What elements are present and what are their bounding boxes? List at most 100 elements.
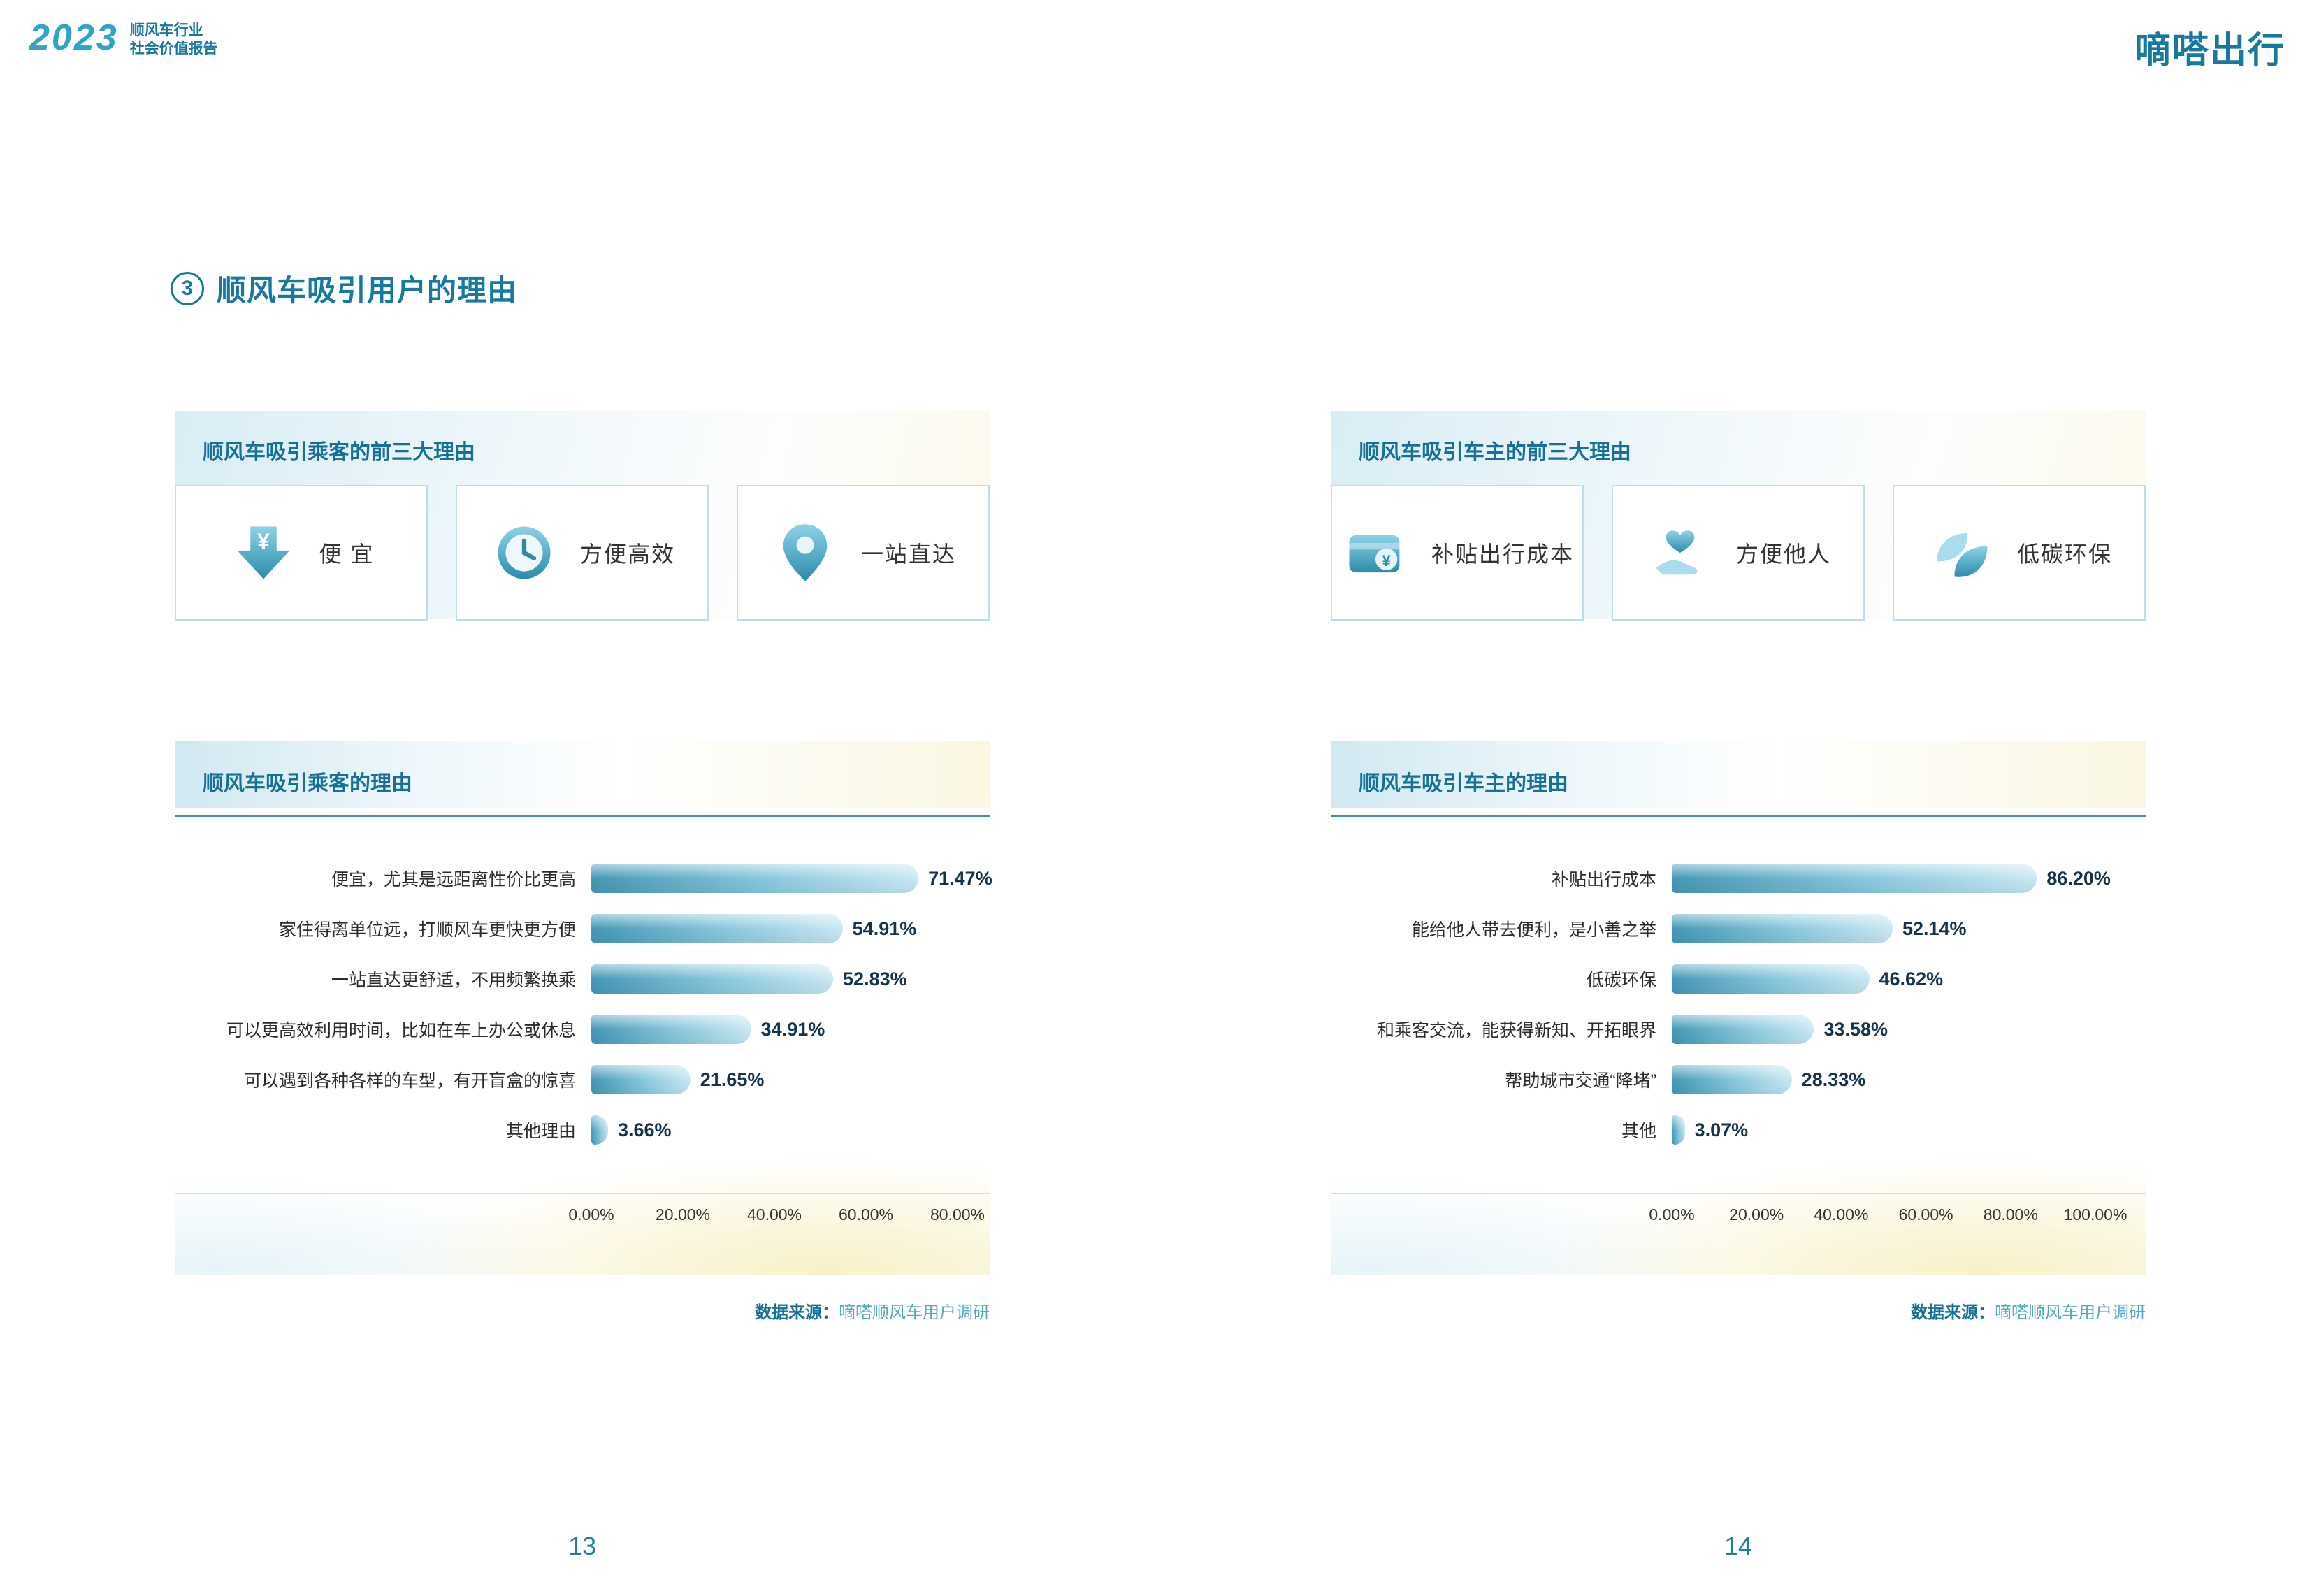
leaf-icon	[1937, 532, 1988, 577]
x-tick: 0.00%	[568, 1205, 614, 1224]
bar-category-label: 家住得离单位远，打顺风车更快更方便	[278, 920, 576, 940]
x-tick: 40.00%	[746, 1205, 802, 1224]
chart-title: 顺风车吸引车主的理由	[1359, 772, 1568, 795]
bar-value-label: 52.14%	[1902, 917, 1967, 939]
data-source: 数据来源：嘀嗒顺风车用户调研	[755, 1298, 990, 1323]
reason-box-efficient: 方便高效	[456, 485, 709, 621]
x-tick: 0.00%	[1649, 1205, 1695, 1224]
section-number-badge: 3	[171, 271, 204, 305]
reason-box-low-carbon: 低碳环保	[1893, 485, 2146, 621]
bar-category-label: 一站直达更舒适，不用频繁换乘	[331, 971, 576, 990]
bar	[591, 964, 834, 994]
title-divider	[175, 815, 990, 817]
bar-category-label: 可以遇到各种各样的车型，有开盲盒的惊喜	[243, 1071, 576, 1091]
bar	[1672, 1015, 1814, 1044]
bar-chart: 便宜，尤其是远距离性价比更高 71.47% 家住得离单位远，打顺风车更快更方便 …	[175, 853, 992, 1155]
bar	[1672, 1065, 1792, 1094]
brand-logo: 嘀嗒出行	[2134, 31, 2285, 71]
bar-category-label: 便宜，尤其是远距离性价比更高	[331, 870, 576, 890]
hand-heart-icon	[1656, 530, 1698, 575]
bar	[591, 1115, 608, 1145]
top-card-title: 顺风车吸引车主的前三大理由	[1359, 441, 1631, 464]
section-title: 顺风车吸引用户的理由	[217, 274, 518, 307]
passenger-reasons-chart-card: 顺风车吸引乘客的理由 便宜，尤其是远距离性价比更高 71.47% 家住得离单位远…	[175, 741, 992, 1275]
svg-text:¥: ¥	[257, 529, 270, 553]
bar	[591, 914, 843, 943]
bar-value-label: 34.91%	[760, 1018, 825, 1040]
bar-row: 其他 3.07%	[1331, 1105, 2146, 1155]
reason-label: 方便他人	[1735, 542, 1831, 567]
bar-value-label: 52.83%	[843, 968, 907, 989]
bar-value-label: 71.47%	[928, 867, 992, 889]
x-tick: 60.00%	[838, 1205, 894, 1224]
x-tick: 80.00%	[930, 1205, 985, 1224]
bar-category-label: 其他	[1621, 1122, 1656, 1141]
bar-row: 一站直达更舒适，不用频繁换乘 52.83%	[175, 954, 990, 1004]
bar-row: 便宜，尤其是远距离性价比更高 71.47%	[175, 853, 992, 904]
x-tick: 100.00%	[2063, 1205, 2127, 1224]
logo-year: 2023	[29, 17, 119, 58]
bar-row: 补贴出行成本 86.20%	[1331, 853, 2146, 904]
x-tick: 40.00%	[1814, 1205, 1869, 1224]
data-source-label: 数据来源：	[755, 1303, 839, 1322]
bar-category-label: 其他理由	[505, 1122, 576, 1141]
bar-chart: 补贴出行成本 86.20% 能给他人带去便利，是小善之举 52.14% 低碳环保…	[1331, 853, 2146, 1155]
logo-line2: 社会价值报告	[129, 41, 218, 57]
section-heading: 3 顺风车吸引用户的理由	[171, 267, 517, 310]
title-divider	[1331, 815, 2146, 817]
page-number: 14	[1724, 1532, 1753, 1560]
page-14-panel: 顺风车吸引车主的前三大理由 ¥ 补贴出行成本	[1331, 0, 2146, 1596]
top-reasons-card: 顺风车吸引车主的前三大理由 ¥ 补贴出行成本	[1331, 411, 2146, 621]
bar-category-label: 低碳环保	[1586, 971, 1656, 990]
chart-title: 顺风车吸引乘客的理由	[203, 772, 412, 795]
logo-subtitle: 顺风车行业 社会价值报告	[130, 22, 218, 57]
logo-line1: 顺风车行业	[129, 22, 203, 38]
bar	[1672, 964, 1870, 994]
bar-value-label: 3.66%	[617, 1119, 672, 1140]
bar-value-label: 86.20%	[2046, 867, 2111, 889]
page-13-panel: 顺风车吸引乘客的前三大理由 ¥ 便 宜	[175, 0, 992, 1596]
driver-reasons-chart-card: 顺风车吸引车主的理由 补贴出行成本 86.20% 能给他人带去便利，是小善之举 …	[1331, 741, 2146, 1275]
bar-row: 和乘客交流，能获得新知、开拓眼界 33.58%	[1331, 1004, 2146, 1054]
data-source-value: 嘀嗒顺风车用户调研	[839, 1303, 990, 1322]
x-axis-ticks: 0.00% 20.00% 40.00% 60.00% 80.00%	[568, 1200, 985, 1231]
bar-value-label: 28.33%	[1801, 1068, 1866, 1090]
bar-value-label: 46.62%	[1879, 968, 1944, 989]
reason-label: 便 宜	[319, 542, 375, 567]
bar-value-label: 54.91%	[852, 917, 917, 939]
reason-label: 补贴出行成本	[1431, 542, 1574, 567]
x-axis-line	[1331, 1193, 2146, 1194]
data-source: 数据来源：嘀嗒顺风车用户调研	[1911, 1298, 2146, 1323]
bar-row: 可以更高效利用时间，比如在车上办公或休息 34.91%	[175, 1004, 990, 1054]
x-axis-ticks: 0.00% 20.00% 40.00% 60.00% 80.00% 100.00…	[1649, 1200, 2127, 1231]
top-reasons-card: 顺风车吸引乘客的前三大理由 ¥ 便 宜	[175, 411, 990, 621]
reason-box-help-others: 方便他人	[1612, 485, 1865, 621]
bar	[1672, 864, 2037, 893]
bar-row: 家住得离单位远，打顺风车更快更方便 54.91%	[175, 904, 990, 954]
bar	[591, 1065, 691, 1094]
page-number: 13	[568, 1532, 597, 1560]
clock-icon	[498, 526, 551, 579]
reason-label: 一站直达	[860, 542, 956, 567]
bar-row: 低碳环保 46.62%	[1331, 954, 2146, 1004]
top-card-title: 顺风车吸引乘客的前三大理由	[203, 441, 475, 464]
wallet-yuan-icon: ¥	[1349, 535, 1400, 573]
bar-row: 其他理由 3.66%	[175, 1105, 990, 1155]
bar-category-label: 帮助城市交通“降堵”	[1505, 1071, 1656, 1091]
bar	[1672, 1115, 1685, 1145]
reason-boxes: ¥ 便 宜 方便高效	[175, 485, 990, 621]
reason-box-direct: 一站直达	[737, 485, 990, 621]
bar-row: 帮助城市交通“降堵” 28.33%	[1331, 1054, 2146, 1105]
x-tick: 60.00%	[1898, 1205, 1953, 1224]
bar-category-label: 能给他人带去便利，是小善之举	[1411, 920, 1656, 940]
yuan-down-arrow-icon: ¥	[237, 526, 290, 579]
x-axis-line	[175, 1193, 990, 1194]
reason-label: 低碳环保	[2016, 542, 2112, 567]
bar-category-label: 补贴出行成本	[1551, 870, 1656, 890]
bar	[1672, 914, 1893, 943]
bar-value-label: 3.07%	[1694, 1119, 1749, 1140]
reason-box-subsidy: ¥ 补贴出行成本	[1331, 485, 1584, 621]
x-tick: 20.00%	[655, 1205, 711, 1224]
bar	[591, 864, 919, 893]
x-tick: 20.00%	[1729, 1205, 1784, 1224]
